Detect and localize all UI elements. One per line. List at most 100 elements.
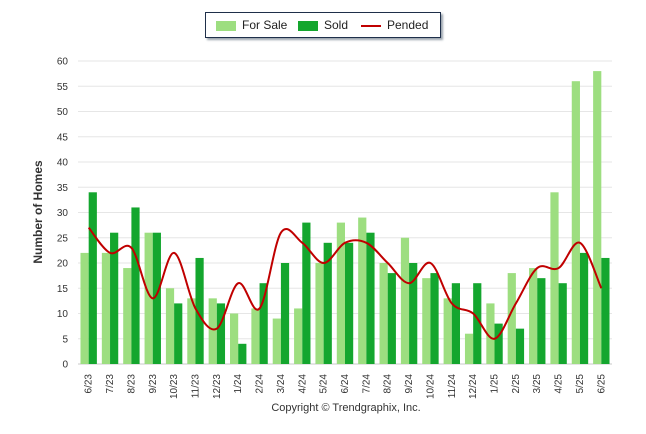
x-tick-label: 10/24 [425, 374, 436, 399]
x-tick-label: 7/24 [361, 374, 372, 394]
bar-sold [515, 328, 525, 364]
bar-for-sale [294, 308, 303, 364]
y-tick-labels: 0 5 10 15 20 25 30 35 40 45 50 55 60 [57, 57, 69, 371]
bar-for-sale [550, 192, 559, 364]
bar-for-sale [251, 308, 260, 364]
bar-for-sale [123, 268, 132, 364]
y-tick-label: 20 [57, 259, 69, 270]
x-tick-label: 11/24 [447, 374, 458, 399]
y-tick-label: 10 [57, 309, 69, 320]
x-tick-label: 3/24 [276, 374, 287, 394]
y-axis-label: Number of Homes [31, 160, 45, 264]
x-tick-label: 6/24 [340, 374, 351, 394]
y-tick-label: 60 [57, 57, 69, 68]
legend-label-for-sale: For Sale [242, 18, 288, 32]
bar-sold [216, 303, 226, 364]
legend-item-for-sale[interactable]: For Sale [216, 17, 287, 33]
legend-label-sold: Sold [324, 18, 349, 32]
bar-for-sale [315, 263, 324, 364]
bar-sold [88, 192, 97, 364]
x-tick-label: 10/23 [169, 374, 180, 399]
x-tick-label: 8/23 [126, 374, 137, 394]
bar-sold [558, 283, 567, 364]
x-tick-label: 5/25 [575, 374, 586, 394]
bar-sold [430, 273, 439, 364]
y-tick-label: 5 [62, 334, 68, 345]
bar-for-sale [208, 298, 217, 364]
x-tick-label: 6/25 [596, 374, 607, 394]
bar-for-sale [144, 232, 153, 364]
copyright-credit: Copyright © Trendgraphix, Inc. [271, 402, 421, 414]
bar-sold [174, 303, 183, 364]
legend-label-pended: Pended [387, 18, 429, 32]
y-tick-label: 30 [57, 208, 69, 219]
y-tick-label: 0 [62, 360, 68, 371]
bar-sold [238, 343, 247, 364]
x-tick-label: 12/23 [212, 374, 223, 399]
y-tick-label: 55 [57, 82, 69, 93]
bar-sold [110, 232, 119, 364]
bar-sold [387, 273, 396, 364]
bar-for-sale [272, 318, 281, 364]
bar-for-sale [571, 81, 580, 364]
bar-sold [473, 283, 482, 364]
x-tick-labels: 6/23 7/23 8/23 9/23 10/23 11/23 12/23 1/24 2/24 3… [84, 374, 608, 399]
bar-sold [280, 263, 290, 364]
bar-sold [345, 242, 354, 364]
bar-sold [152, 232, 161, 364]
bar-sold [494, 323, 503, 364]
bar-sold [601, 257, 610, 364]
bar-for-sale [358, 217, 367, 364]
bar-for-sale [379, 263, 388, 364]
x-tick-label: 4/24 [297, 374, 308, 394]
pended-line [87, 227, 603, 340]
pended-swatch [361, 24, 381, 27]
bar-sold [537, 278, 546, 364]
bar-for-sale [230, 313, 239, 364]
bar-for-sale [507, 273, 516, 364]
x-tick-label: 1/24 [233, 374, 244, 394]
bar-for-sale [443, 298, 452, 364]
bar-for-sale [593, 71, 602, 364]
y-tick-label: 25 [57, 233, 69, 244]
bar-for-sale [80, 252, 89, 364]
x-tick-label: 6/23 [84, 374, 95, 394]
legend-item-pended[interactable]: Pended [361, 17, 428, 33]
bar-for-sale [422, 278, 431, 364]
y-tick-label: 15 [57, 284, 69, 295]
bar-sold [131, 207, 140, 364]
x-tick-label: 4/25 [554, 374, 565, 394]
bar-for-sale [529, 268, 538, 364]
x-tick-label: 8/24 [383, 374, 394, 394]
bar-for-sale [400, 237, 410, 364]
legend-item-sold[interactable]: Sold [298, 17, 348, 33]
x-tick-label: 7/23 [105, 374, 116, 394]
bar-for-sale [165, 288, 175, 364]
x-tick-label: 2/25 [511, 374, 522, 394]
x-tick-label: 2/24 [255, 374, 266, 394]
y-tick-label: 45 [57, 132, 69, 143]
bars [80, 71, 610, 364]
bar-sold [366, 232, 375, 364]
x-tick-label: 5/24 [319, 374, 330, 394]
x-tick-label: 12/24 [468, 374, 479, 399]
bar-for-sale [187, 298, 196, 364]
y-tick-label: 50 [57, 107, 69, 118]
bar-sold [195, 257, 204, 364]
sold-swatch [298, 20, 318, 31]
x-tick-label: 3/25 [532, 374, 543, 394]
bar-sold [323, 242, 332, 364]
legend: For Sale Sold Pended [205, 12, 441, 38]
y-tick-label: 40 [57, 158, 69, 169]
bar-sold [259, 283, 268, 364]
bar-sold [451, 283, 460, 364]
bar-for-sale [336, 222, 345, 364]
bar-sold [302, 222, 311, 364]
bar-for-sale [464, 333, 474, 364]
x-tick-label: 1/25 [490, 374, 501, 394]
for-sale-swatch [216, 20, 236, 31]
bar-for-sale [101, 252, 111, 364]
x-tick-label: 9/24 [404, 374, 415, 394]
bar-sold [579, 252, 589, 364]
